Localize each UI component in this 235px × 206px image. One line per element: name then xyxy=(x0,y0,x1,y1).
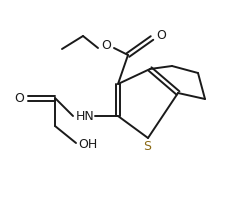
Text: OH: OH xyxy=(78,137,98,151)
Text: O: O xyxy=(101,39,111,52)
Text: O: O xyxy=(14,91,24,104)
Text: HN: HN xyxy=(76,110,94,123)
Text: O: O xyxy=(156,28,166,41)
Text: S: S xyxy=(143,140,151,153)
